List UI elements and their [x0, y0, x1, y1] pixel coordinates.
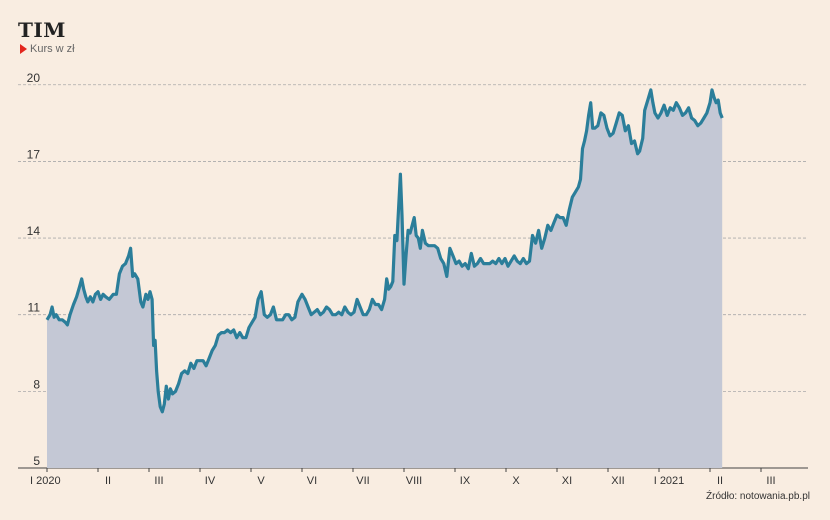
x-tick-label: II — [717, 475, 723, 487]
x-tick-label: XI — [562, 475, 572, 487]
x-tick-label: IX — [460, 475, 471, 487]
price-area — [47, 89, 723, 469]
price-line — [45, 88, 724, 414]
x-tick-label: XII — [611, 475, 624, 487]
chart-subtitle: Kurs w zł — [20, 43, 75, 55]
x-tick-label: III — [154, 475, 163, 487]
unit-label: Kurs w zł — [30, 43, 75, 55]
y-axis-ticks: 5 8 11 14 17 20 — [27, 71, 41, 468]
y-tick-label: 14 — [27, 224, 41, 238]
y-tick-label: 5 — [33, 454, 40, 468]
x-tick-label: IV — [205, 475, 216, 487]
red-triangle-icon — [20, 44, 27, 54]
x-tick-label: VII — [356, 475, 369, 487]
x-tick-label: I 2020 — [30, 475, 61, 487]
y-tick-label: 8 — [33, 377, 40, 391]
y-tick-label: 17 — [27, 147, 41, 161]
x-tick-label: I 2021 — [654, 475, 685, 487]
x-axis-ticks: I 2020 II III IV V VI VII VIII IX X XI XII I 2021 II I… — [30, 468, 776, 487]
x-tick-label: II — [105, 475, 111, 487]
y-tick-label: 11 — [28, 301, 41, 315]
source-note: Źródło: notowania.pb.pl — [706, 491, 810, 502]
x-tick-label: V — [257, 475, 265, 487]
x-tick-label: X — [512, 475, 520, 487]
x-tick-label: VIII — [406, 475, 423, 487]
x-tick-label: VI — [307, 475, 317, 487]
chart-title: TIM — [18, 18, 66, 42]
y-tick-label: 20 — [27, 71, 41, 85]
x-tick-label: III — [766, 475, 775, 487]
